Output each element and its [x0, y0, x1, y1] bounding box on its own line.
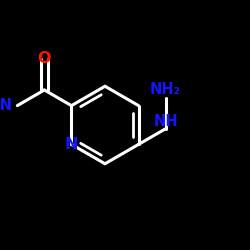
- Text: H₂N: H₂N: [0, 98, 13, 113]
- Text: N: N: [65, 137, 78, 152]
- Text: NH: NH: [153, 114, 178, 129]
- Text: NH₂: NH₂: [150, 82, 181, 98]
- Text: O: O: [38, 51, 51, 66]
